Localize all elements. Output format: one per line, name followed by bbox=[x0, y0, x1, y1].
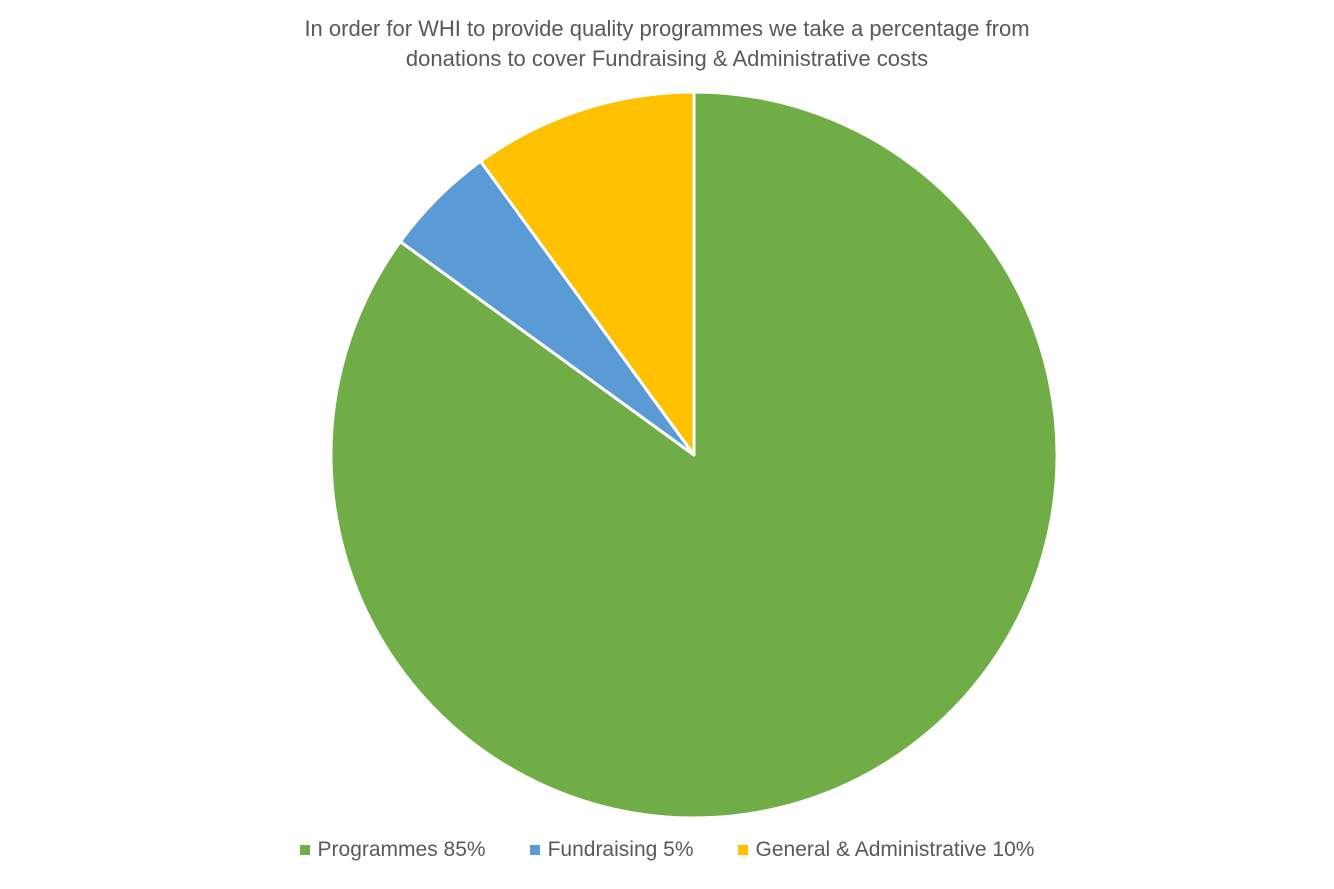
chart-title: In order for WHI to provide quality prog… bbox=[0, 14, 1334, 74]
legend-item-fundraising: Fundraising 5% bbox=[529, 838, 694, 862]
legend-label-fundraising: Fundraising 5% bbox=[547, 838, 694, 861]
legend-label-general-administrative: General & Administrative 10% bbox=[755, 838, 1035, 861]
legend-swatch-programmes bbox=[299, 845, 310, 855]
legend-item-general-administrative: General & Administrative 10% bbox=[737, 838, 1035, 862]
legend-swatch-general-administrative bbox=[737, 845, 748, 855]
chart-title-line-1: In order for WHI to provide quality prog… bbox=[304, 16, 1030, 41]
chart-title-line-2: donations to cover Fundraising & Adminis… bbox=[405, 46, 929, 71]
chart-legend: Programmes 85% Fundraising 5% General & … bbox=[0, 838, 1334, 862]
legend-label-programmes: Programmes 85% bbox=[317, 838, 486, 861]
pie-slices bbox=[329, 90, 1059, 820]
legend-swatch-fundraising bbox=[529, 845, 540, 855]
pie-slice-general-administrative bbox=[479, 90, 696, 457]
legend-item-programmes: Programmes 85% bbox=[299, 838, 486, 862]
